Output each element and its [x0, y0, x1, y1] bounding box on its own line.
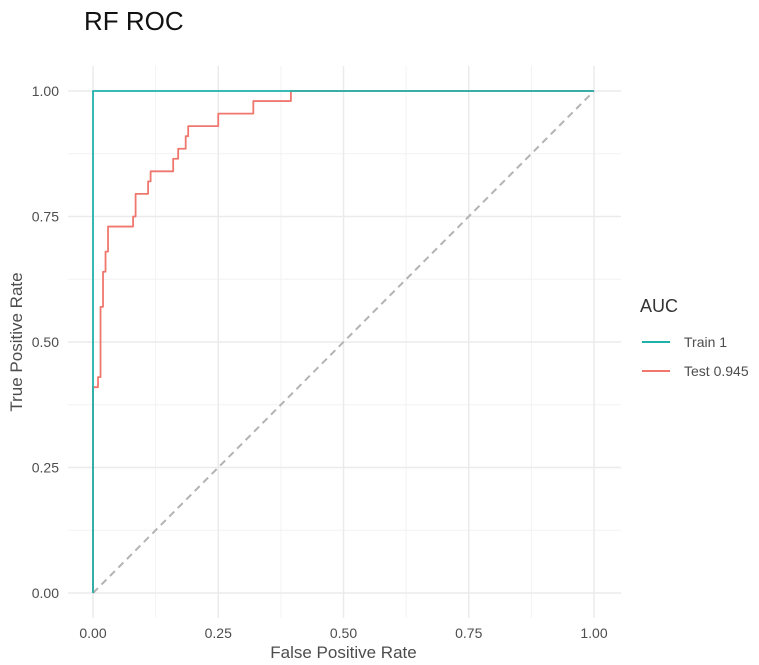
- chart-title: RF ROC: [84, 6, 184, 36]
- y-tick-label: 1.00: [32, 83, 59, 99]
- reference-diagonal-line: [92, 90, 595, 594]
- legend: AUC Train 1 Test 0.945: [640, 296, 749, 379]
- y-axis-title: True Positive Rate: [7, 272, 26, 411]
- series-line-test-0-945: [92, 90, 594, 593]
- legend-title: AUC: [640, 296, 678, 316]
- x-tick-labels: 0.00 0.25 0.50 0.75 1.00: [79, 625, 607, 641]
- grid: [68, 66, 621, 618]
- x-tick-label: 0.75: [455, 625, 482, 641]
- series-lines: [92, 90, 594, 593]
- y-tick-label: 0.25: [32, 460, 59, 476]
- x-tick-label: 1.00: [580, 625, 607, 641]
- y-tick-label: 0.50: [32, 334, 59, 350]
- x-axis-title: False Positive Rate: [270, 643, 416, 662]
- legend-label: Train 1: [684, 334, 727, 350]
- y-tick-label: 0.75: [32, 209, 59, 225]
- series-line-train-1: [92, 90, 594, 593]
- legend-label: Test 0.945: [684, 363, 749, 379]
- x-tick-label: 0.50: [330, 625, 357, 641]
- reference-diagonal: [92, 90, 595, 594]
- y-tick-labels: 0.00 0.25 0.50 0.75 1.00: [32, 83, 59, 601]
- y-tick-label: 0.00: [32, 585, 59, 601]
- x-tick-label: 0.25: [205, 625, 232, 641]
- x-tick-label: 0.00: [79, 625, 106, 641]
